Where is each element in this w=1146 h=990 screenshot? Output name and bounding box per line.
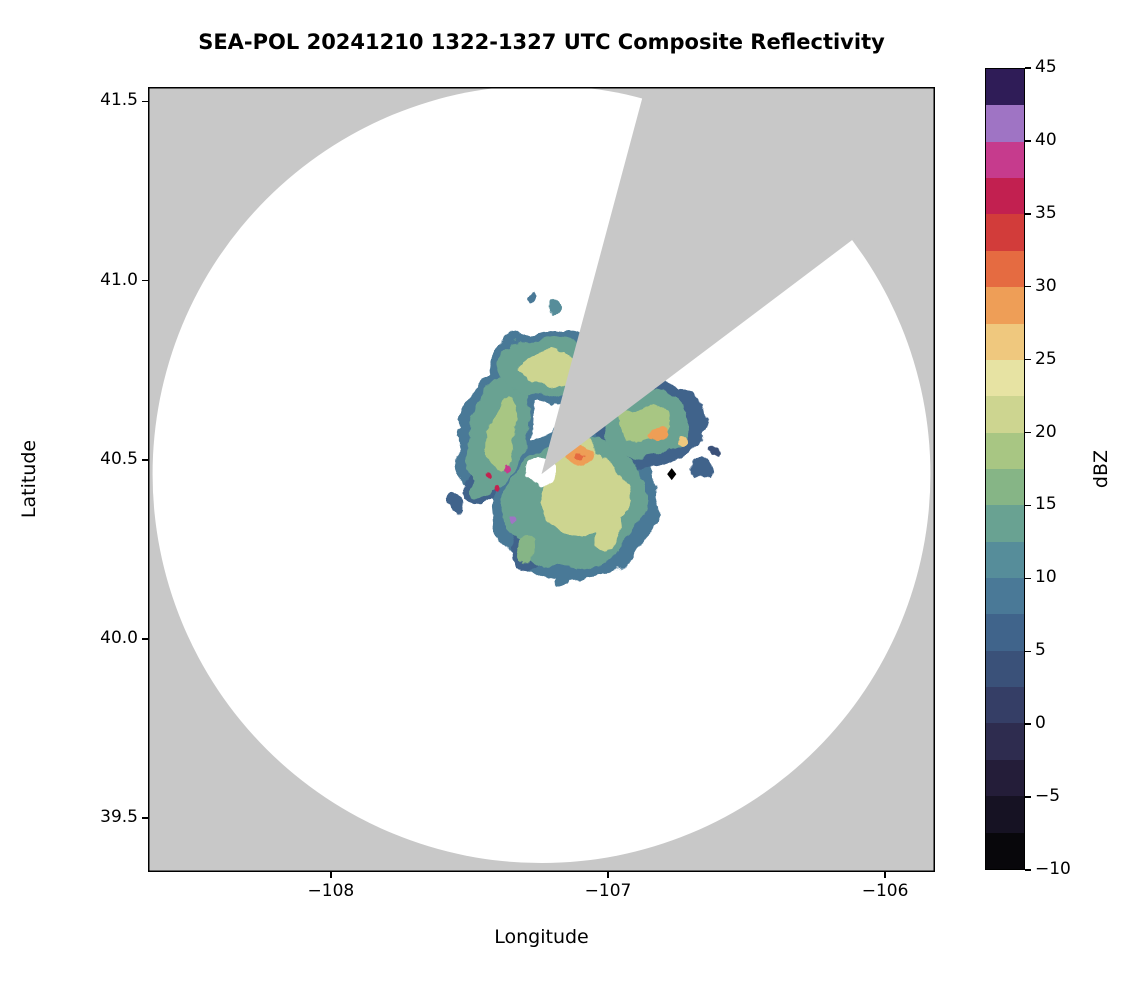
colorbar-tick-label: −5 bbox=[1035, 786, 1061, 807]
colorbar-segment bbox=[986, 214, 1024, 251]
colorbar-segment bbox=[986, 541, 1024, 579]
x-axis-label: Longitude bbox=[494, 926, 589, 948]
colorbar-segment bbox=[986, 687, 1024, 724]
colorbar-tick-mark bbox=[1025, 504, 1031, 507]
colorbar bbox=[985, 68, 1025, 870]
colorbar-tick-label: 10 bbox=[1035, 567, 1057, 588]
y-tick-mark bbox=[142, 100, 148, 103]
x-tick-mark bbox=[884, 872, 886, 878]
colorbar-tick-mark bbox=[1025, 67, 1031, 69]
colorbar-tick-mark bbox=[1025, 213, 1031, 215]
x-tick-mark bbox=[330, 872, 332, 878]
colorbar-tick-mark bbox=[1025, 869, 1031, 871]
colorbar-tick-mark bbox=[1025, 285, 1031, 288]
colorbar-tick-label: −10 bbox=[1035, 859, 1071, 879]
colorbar-segment bbox=[986, 759, 1024, 797]
colorbar-segment bbox=[986, 578, 1024, 615]
colorbar-segment bbox=[986, 650, 1024, 688]
y-tick-mark bbox=[142, 817, 148, 819]
colorbar-tick-label: 5 bbox=[1035, 640, 1046, 661]
colorbar-segment bbox=[986, 614, 1024, 651]
colorbar-swatches bbox=[986, 69, 1024, 869]
radar-ppi-plot bbox=[148, 87, 935, 872]
colorbar-tick-mark bbox=[1025, 358, 1031, 361]
colorbar-segment bbox=[986, 832, 1024, 869]
axes-frame bbox=[148, 87, 935, 872]
colorbar-tick-mark bbox=[1025, 796, 1031, 798]
x-tick-label: −107 bbox=[584, 881, 632, 901]
x-tick-label: −106 bbox=[861, 881, 909, 901]
colorbar-tick-label: 25 bbox=[1035, 348, 1057, 369]
colorbar-tick-mark bbox=[1025, 650, 1031, 653]
y-tick-mark bbox=[142, 279, 148, 282]
colorbar-tick-label: 15 bbox=[1035, 494, 1057, 515]
y-tick-mark bbox=[142, 459, 148, 461]
colorbar-segment bbox=[986, 287, 1024, 324]
y-tick-label: 40.0 bbox=[100, 628, 138, 648]
y-tick-label: 41.0 bbox=[100, 269, 138, 290]
y-tick-label: 40.5 bbox=[100, 448, 138, 469]
colorbar-segment bbox=[986, 796, 1024, 833]
colorbar-tick-label: 35 bbox=[1035, 202, 1057, 223]
colorbar-tick-mark bbox=[1025, 577, 1031, 580]
site-diamond-marker bbox=[667, 468, 677, 481]
colorbar-segment bbox=[986, 505, 1024, 542]
colorbar-tick-label: 20 bbox=[1035, 421, 1057, 442]
colorbar-segment bbox=[986, 723, 1024, 760]
chart-title: SEA-POL 20241210 1322-1327 UTC Composite… bbox=[198, 30, 885, 54]
x-tick-label: −108 bbox=[307, 881, 355, 901]
colorbar-tick-label: 45 bbox=[1035, 57, 1057, 77]
colorbar-tick-mark bbox=[1025, 140, 1031, 142]
colorbar-segment bbox=[986, 468, 1024, 506]
colorbar-segment bbox=[986, 250, 1024, 288]
colorbar-segment bbox=[986, 105, 1024, 142]
colorbar-tick-mark bbox=[1025, 431, 1031, 434]
y-axis-label: Latitude bbox=[18, 439, 40, 519]
y-tick-label: 39.5 bbox=[100, 807, 138, 828]
y-tick-mark bbox=[142, 638, 148, 640]
x-tick-mark bbox=[607, 872, 609, 878]
colorbar-segment bbox=[986, 178, 1024, 215]
colorbar-segment bbox=[986, 323, 1024, 360]
colorbar-segment bbox=[986, 69, 1024, 106]
colorbar-tick-label: 30 bbox=[1035, 275, 1057, 296]
blocked-sector-wedge bbox=[541, 87, 935, 475]
colorbar-segment bbox=[986, 432, 1024, 469]
colorbar-segment bbox=[986, 359, 1024, 397]
colorbar-segment bbox=[986, 396, 1024, 433]
colorbar-tick-label: 0 bbox=[1035, 713, 1046, 734]
colorbar-tick-mark bbox=[1025, 723, 1031, 725]
colorbar-segment bbox=[986, 141, 1024, 179]
colorbar-tick-label: 40 bbox=[1035, 129, 1057, 150]
plot-area bbox=[148, 87, 935, 872]
y-tick-label: 41.5 bbox=[100, 90, 138, 111]
